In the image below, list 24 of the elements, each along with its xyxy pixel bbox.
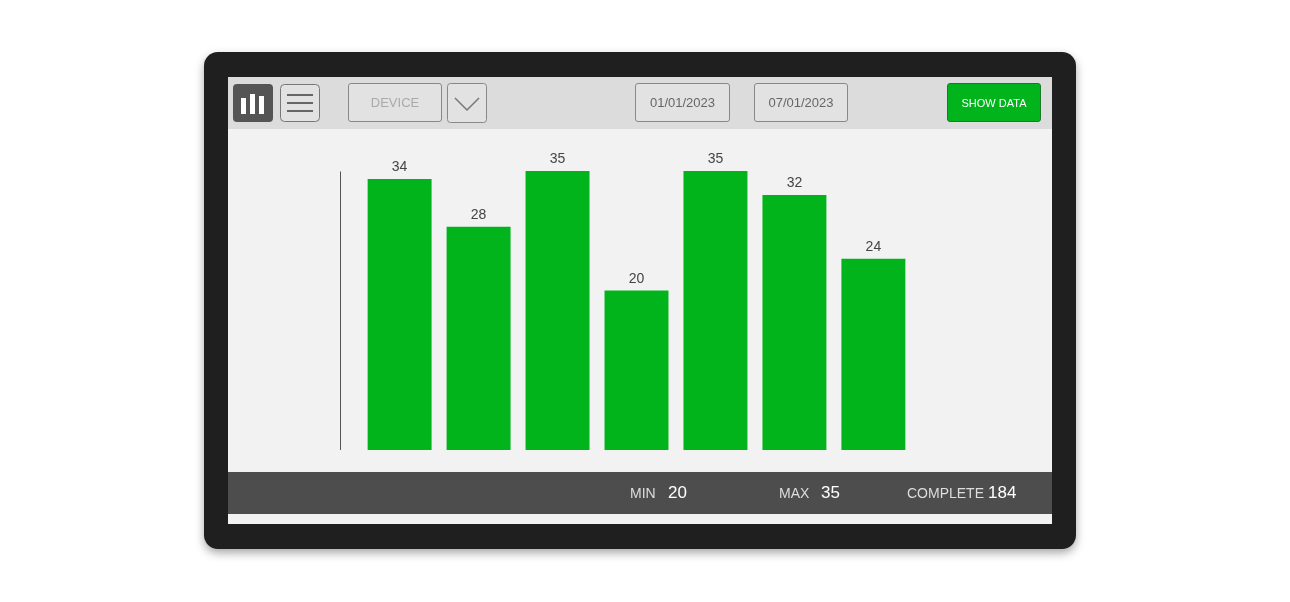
bar [446,226,511,450]
bar [604,290,669,450]
text: 35 [821,483,840,503]
bar [762,194,827,450]
data-label: 35 [549,150,566,166]
bar [683,171,748,450]
data-label: 20 [628,269,645,286]
text: MAX [779,485,810,501]
data-label: 28 [470,205,487,222]
data-label: 32 [786,173,803,190]
text: COMPLETE [907,485,985,501]
data-label: 34 [391,157,408,174]
text: SHOW DATA [947,83,1041,122]
data-label: 35 [707,150,724,166]
bar [367,178,432,450]
text: DEVICE [348,83,442,122]
bar [841,258,906,450]
text: 20 [668,483,687,503]
bar [525,171,590,450]
text: 184 [988,483,1017,503]
data-label: 24 [865,237,882,254]
text: MIN [630,485,656,501]
text: 01/01/2023 [635,83,730,122]
text: 07/01/2023 [754,83,848,122]
